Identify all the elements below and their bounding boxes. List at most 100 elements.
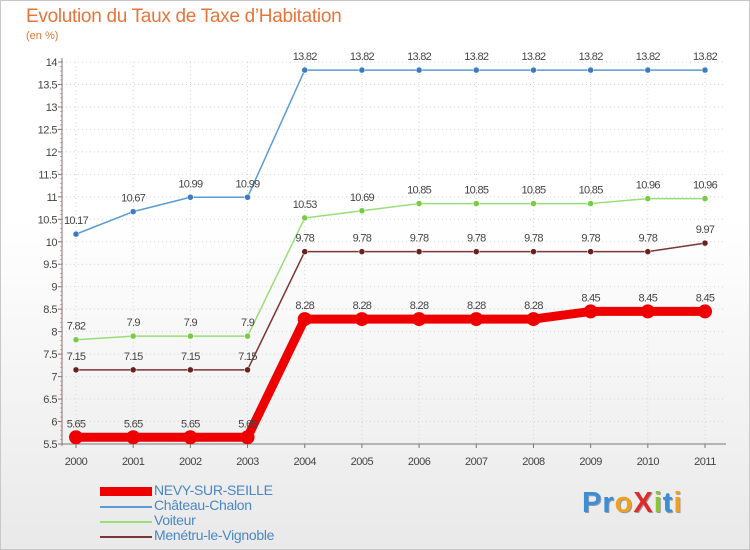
chart-subtitle: (en %) bbox=[26, 30, 59, 42]
legend-swatch bbox=[100, 487, 152, 496]
logo-letter: r bbox=[602, 487, 615, 519]
y-tick-label: 9.5 bbox=[43, 259, 57, 271]
y-tick-label: 6 bbox=[51, 417, 57, 429]
data-label: 10.85 bbox=[407, 185, 432, 197]
data-label: 8.45 bbox=[696, 292, 715, 304]
data-point bbox=[240, 430, 255, 445]
series-line-2 bbox=[75, 197, 706, 341]
data-point bbox=[244, 332, 251, 340]
y-tick-label: 9 bbox=[51, 282, 57, 294]
logo-letter: o bbox=[614, 487, 634, 519]
data-label: 7.82 bbox=[67, 321, 86, 333]
x-tick-label: 2003 bbox=[236, 456, 259, 468]
data-label: 8.28 bbox=[410, 300, 429, 312]
data-label: 5.65 bbox=[67, 418, 86, 430]
y-tick-label: 11.5 bbox=[38, 169, 57, 181]
data-point bbox=[587, 66, 594, 74]
data-label: 8.28 bbox=[524, 300, 543, 312]
data-label: 10.17 bbox=[64, 215, 89, 227]
data-label: 13.82 bbox=[693, 51, 718, 63]
data-point bbox=[72, 336, 80, 343]
data-point bbox=[698, 304, 712, 319]
y-tick-label: 8.5 bbox=[43, 304, 57, 316]
logo-letter: t bbox=[662, 487, 674, 519]
data-point bbox=[301, 248, 308, 255]
data-label: 13.82 bbox=[293, 51, 318, 63]
data-point bbox=[644, 248, 652, 255]
data-point bbox=[244, 194, 251, 201]
data-label: 8.28 bbox=[295, 300, 314, 312]
data-point bbox=[358, 248, 366, 255]
legend-swatch bbox=[100, 521, 152, 523]
x-tick-label: 2011 bbox=[694, 456, 716, 468]
data-label: 10.96 bbox=[693, 180, 718, 192]
y-tick-label: 7.5 bbox=[43, 349, 57, 361]
data-point bbox=[701, 66, 709, 74]
data-label: 13.82 bbox=[407, 51, 432, 63]
x-tick-label: 2010 bbox=[637, 456, 660, 468]
data-label: 13.82 bbox=[464, 51, 489, 63]
data-label: 5.65 bbox=[124, 418, 143, 430]
x-tick-label: 2008 bbox=[522, 456, 545, 468]
series-line-3 bbox=[75, 242, 706, 371]
x-tick-label: 2000 bbox=[65, 456, 88, 468]
data-label: 9.97 bbox=[696, 224, 715, 236]
y-tick-label: 13.5 bbox=[38, 79, 58, 91]
data-point bbox=[473, 200, 480, 207]
data-label: 9.78 bbox=[524, 233, 543, 245]
y-tick-label: 11 bbox=[47, 192, 58, 204]
data-point bbox=[526, 312, 541, 327]
data-point bbox=[587, 248, 594, 255]
data-point bbox=[358, 207, 366, 215]
x-tick-label: 2006 bbox=[408, 456, 431, 468]
y-tick-label: 8 bbox=[51, 327, 57, 339]
data-label: 7.15 bbox=[181, 351, 200, 363]
data-point bbox=[640, 304, 655, 319]
data-point bbox=[415, 200, 423, 207]
data-label: 7.9 bbox=[127, 317, 141, 329]
x-tick-label: 2007 bbox=[465, 456, 488, 468]
data-point bbox=[415, 248, 423, 255]
data-point bbox=[530, 200, 537, 207]
data-label: 7.15 bbox=[238, 351, 257, 363]
series-line-0 bbox=[71, 306, 710, 442]
data-point bbox=[358, 66, 366, 74]
data-label: 9.78 bbox=[410, 233, 429, 245]
x-tick-label: 2005 bbox=[351, 456, 374, 468]
logo-letter: P bbox=[582, 487, 603, 519]
x-tick-label: 2004 bbox=[293, 456, 316, 468]
legend-swatch bbox=[100, 536, 152, 538]
data-label: 13.82 bbox=[521, 51, 546, 63]
data-label: 10.99 bbox=[178, 178, 203, 190]
y-tick-label: 12.5 bbox=[38, 124, 58, 136]
data-label: 13.82 bbox=[636, 51, 661, 63]
data-label: 13.82 bbox=[579, 51, 604, 63]
data-point bbox=[187, 332, 194, 340]
legend-label: Château-Chalon bbox=[154, 497, 252, 513]
data-label: 9.78 bbox=[581, 233, 600, 245]
data-label: 7.15 bbox=[67, 351, 86, 363]
x-tick-label: 2009 bbox=[579, 456, 602, 468]
data-point bbox=[72, 230, 80, 238]
data-point bbox=[129, 366, 137, 374]
data-point bbox=[126, 430, 141, 445]
legend-label: Menétru-le-Vignoble bbox=[154, 527, 275, 543]
data-label: 7.9 bbox=[184, 317, 198, 329]
y-tick-label: 10 bbox=[46, 237, 58, 249]
data-label: 10.96 bbox=[636, 180, 661, 192]
chart-title: Evolution du Taux de Taxe d’Habitation bbox=[26, 6, 342, 27]
data-label: 8.28 bbox=[467, 300, 486, 312]
data-label: 8.45 bbox=[639, 292, 658, 304]
logo-letter: i bbox=[673, 487, 683, 519]
data-point bbox=[473, 248, 480, 255]
data-point bbox=[644, 66, 652, 74]
data-point bbox=[587, 200, 594, 207]
data-label: 5.65 bbox=[181, 418, 200, 430]
data-point bbox=[69, 430, 83, 445]
x-tick-label: 2002 bbox=[179, 456, 202, 468]
data-point bbox=[244, 366, 251, 374]
data-label: 8.28 bbox=[353, 300, 372, 312]
data-label: 13.82 bbox=[350, 51, 375, 63]
data-point bbox=[701, 195, 709, 202]
